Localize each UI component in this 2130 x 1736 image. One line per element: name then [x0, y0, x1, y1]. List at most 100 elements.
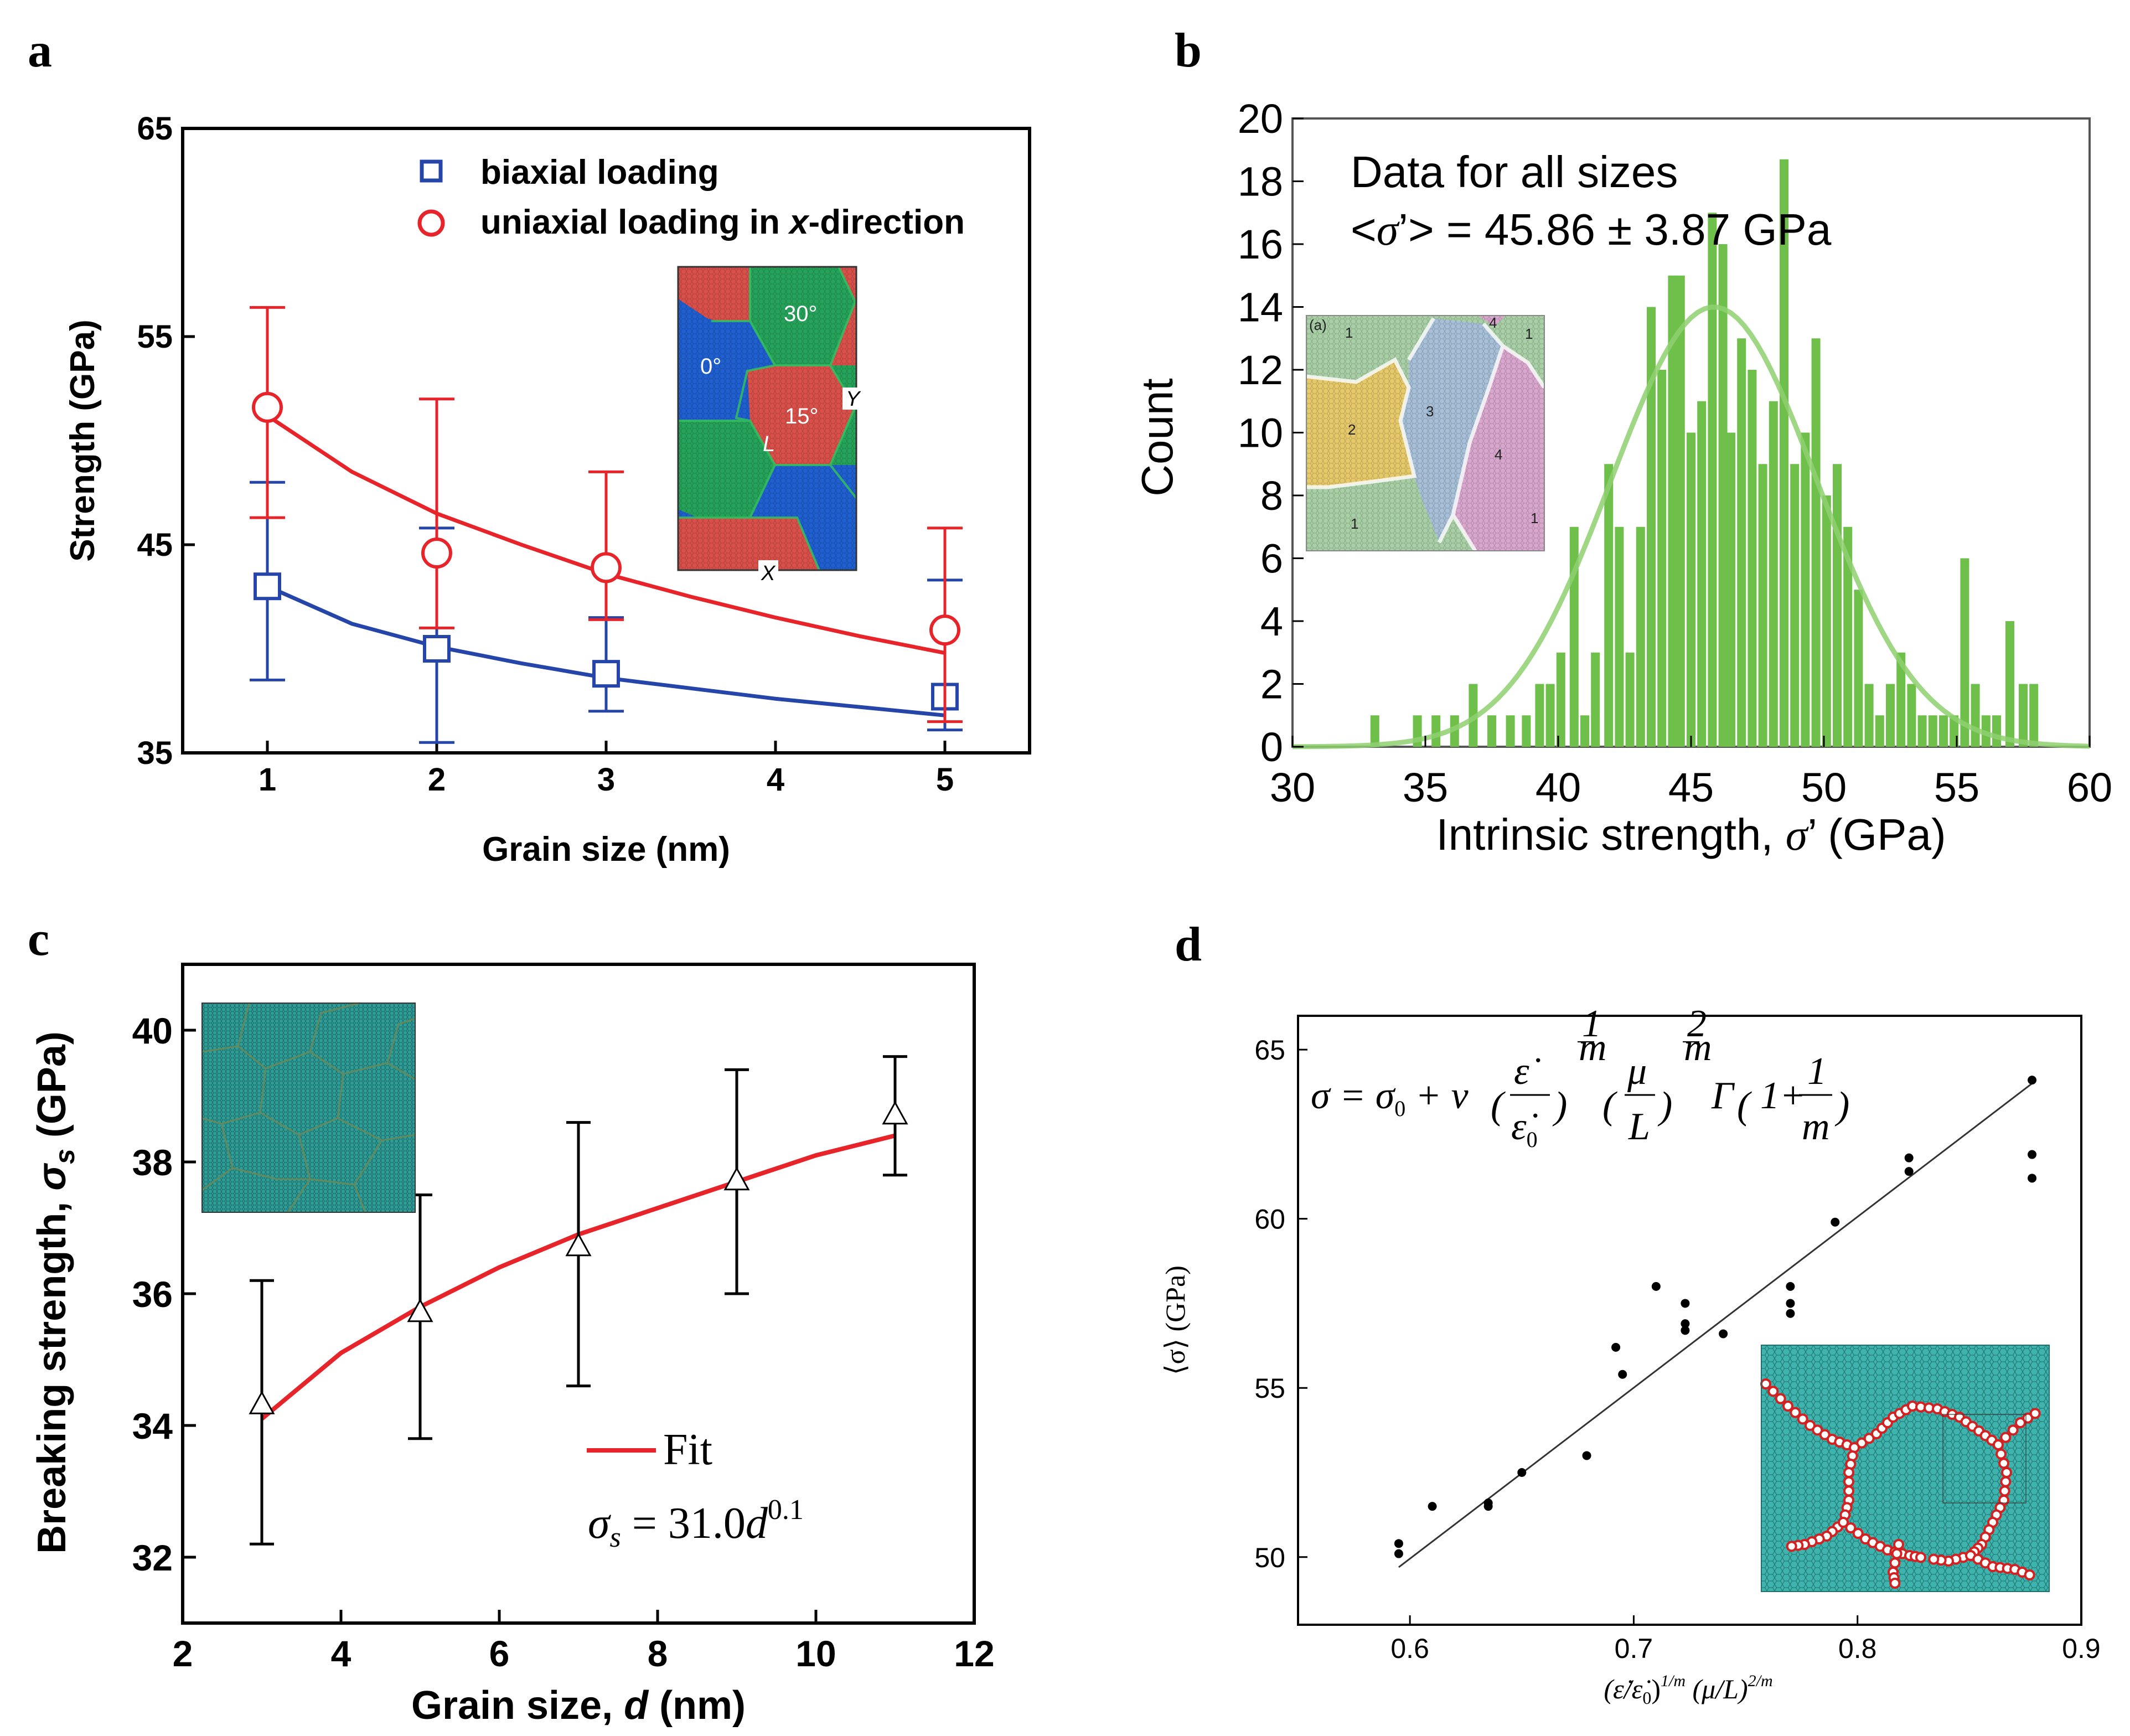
grain-angle-30: 30° — [784, 302, 818, 326]
boundary-atom — [1843, 1467, 1854, 1478]
eq-paren: ) — [1657, 1084, 1672, 1127]
histogram-bar — [1886, 684, 1895, 747]
data-point — [1517, 1468, 1527, 1477]
histogram-bar — [1535, 684, 1544, 747]
fit-formula: σs = 31.0d0.1 — [588, 1494, 804, 1553]
legend-label-fit: Fit — [663, 1425, 712, 1474]
grain-number: 1 — [1345, 324, 1353, 341]
histogram-bar — [1780, 159, 1788, 747]
data-point — [1786, 1282, 1795, 1291]
x-tick-label: 4 — [331, 1633, 351, 1674]
y-axis-label: Count — [1133, 378, 1182, 496]
histogram-bar — [1801, 432, 1810, 747]
histogram-bar — [1737, 338, 1746, 747]
data-point — [1651, 1282, 1661, 1291]
histogram-bar — [1769, 401, 1778, 747]
y-tick-label: 6 — [1260, 536, 1283, 582]
y-tick-label: 34 — [132, 1406, 173, 1446]
eq-exp-den: m — [1684, 1026, 1712, 1069]
y-tick-label: 40 — [132, 1010, 173, 1051]
panel-letter-a: a — [28, 24, 52, 78]
boundary-atom — [1852, 1528, 1864, 1539]
histogram-bar — [1556, 652, 1565, 747]
histogram-bar — [1875, 715, 1884, 747]
panel-d: d 0.6 0.7 0.8 0.9 50 55 60 65 ⟨σ⟩ (GPa) (ε̇/ε̇0… — [1160, 918, 2101, 1708]
inset-axis-X: X — [761, 562, 776, 585]
boundary-atom — [1760, 1378, 1771, 1389]
histogram-bar — [1843, 526, 1853, 747]
data-point — [1786, 1309, 1795, 1318]
boundary-atom — [2029, 1408, 2041, 1419]
y-axis-label: Strength (GPa) — [64, 319, 102, 561]
x-tick-label: 2 — [173, 1633, 193, 1674]
eq-paren: ( — [1602, 1084, 1617, 1127]
eq-mu: μ — [1627, 1050, 1647, 1093]
boundary-atom — [1999, 1485, 2010, 1497]
x-tick-label: 40 — [1536, 764, 1581, 810]
y-tick-label: 55 — [137, 319, 173, 355]
legend-marker-biaxial — [420, 159, 443, 183]
data-point — [565, 1232, 592, 1257]
histogram-bar — [1718, 244, 1728, 747]
y-tick-label: 2 — [1260, 662, 1283, 707]
histogram-bar — [1748, 370, 1757, 747]
x-tick-label: 6 — [489, 1633, 510, 1674]
histogram-bar — [1992, 715, 2001, 747]
x-axis-label: (ε̇/ε̇0)1/m (μ/L)2/m — [1604, 1672, 1772, 1708]
boundary-atom — [1845, 1522, 1857, 1533]
histogram-bar — [1928, 715, 1937, 747]
boundary-atom — [1998, 1458, 2009, 1469]
boundary-atom — [1782, 1401, 1793, 1412]
grain-number: 1 — [1531, 510, 1538, 526]
x-axis-label: Grain size (nm) — [482, 830, 730, 869]
axis-label-box-y — [842, 388, 862, 410]
histogram-bar — [1907, 684, 1916, 747]
panel-letter-b: b — [1175, 24, 1202, 78]
data-point — [423, 635, 451, 663]
boundary-atom — [2000, 1476, 2012, 1487]
chart-series — [1394, 1076, 2037, 1568]
boundary-atom — [1786, 1541, 1797, 1552]
y-axis-label: Breaking strength, σs (GPa) — [30, 1031, 80, 1554]
y-tick-label: 10 — [1238, 410, 1283, 456]
data-point — [254, 572, 281, 601]
histogram-bar — [1939, 715, 1948, 747]
axis-label-box-x — [758, 560, 778, 585]
grain-tiling-inset: 30° 0° 15° L Y X — [677, 266, 862, 585]
x-tick-label: 60 — [2067, 764, 2112, 810]
histogram-bar — [1822, 495, 1831, 747]
histogram-bar — [1636, 526, 1645, 747]
x-tick-label: 45 — [1668, 764, 1714, 810]
y-tick-label: 32 — [132, 1537, 173, 1578]
data-point — [1831, 1217, 1840, 1227]
x-tick-label: 30 — [1270, 764, 1315, 810]
boundary-atom — [1775, 1393, 1786, 1404]
y-tick-label: 20 — [1238, 96, 1283, 142]
data-point — [1394, 1539, 1403, 1548]
y-tick-label: 36 — [132, 1274, 173, 1315]
y-tick-label: 8 — [1260, 473, 1283, 519]
boundary-atom — [1843, 1485, 1854, 1497]
x-tick-label: 55 — [1934, 764, 1979, 810]
grain-angle-15: 15° — [785, 404, 819, 428]
boundary-atom — [1893, 1539, 1904, 1550]
y-tick-label: 16 — [1238, 221, 1283, 267]
inset-tag: (a) — [1309, 317, 1327, 333]
data-point — [882, 1100, 908, 1125]
grain-number: 2 — [1348, 421, 1356, 438]
histogram-bar — [1790, 464, 1800, 747]
legend-label-uniaxial: uniaxial loading in x-direction — [480, 203, 965, 241]
x-tick-label: 50 — [1801, 764, 1847, 810]
grain-map-inset: (a) 1 1 4 2 3 4 1 1 — [1306, 314, 1545, 551]
data-point — [249, 1391, 275, 1414]
y-tick-label: 60 — [1254, 1204, 1285, 1235]
data-point — [407, 1298, 433, 1322]
eq-paren: ( — [1737, 1084, 1752, 1127]
eq-paren: ( — [1491, 1084, 1506, 1127]
eq-exp-den: m — [1579, 1026, 1607, 1069]
legend-label-biaxial: biaxial loading — [480, 153, 719, 192]
histogram-bar — [1833, 464, 1842, 747]
boundary-atom — [1843, 1476, 1854, 1487]
